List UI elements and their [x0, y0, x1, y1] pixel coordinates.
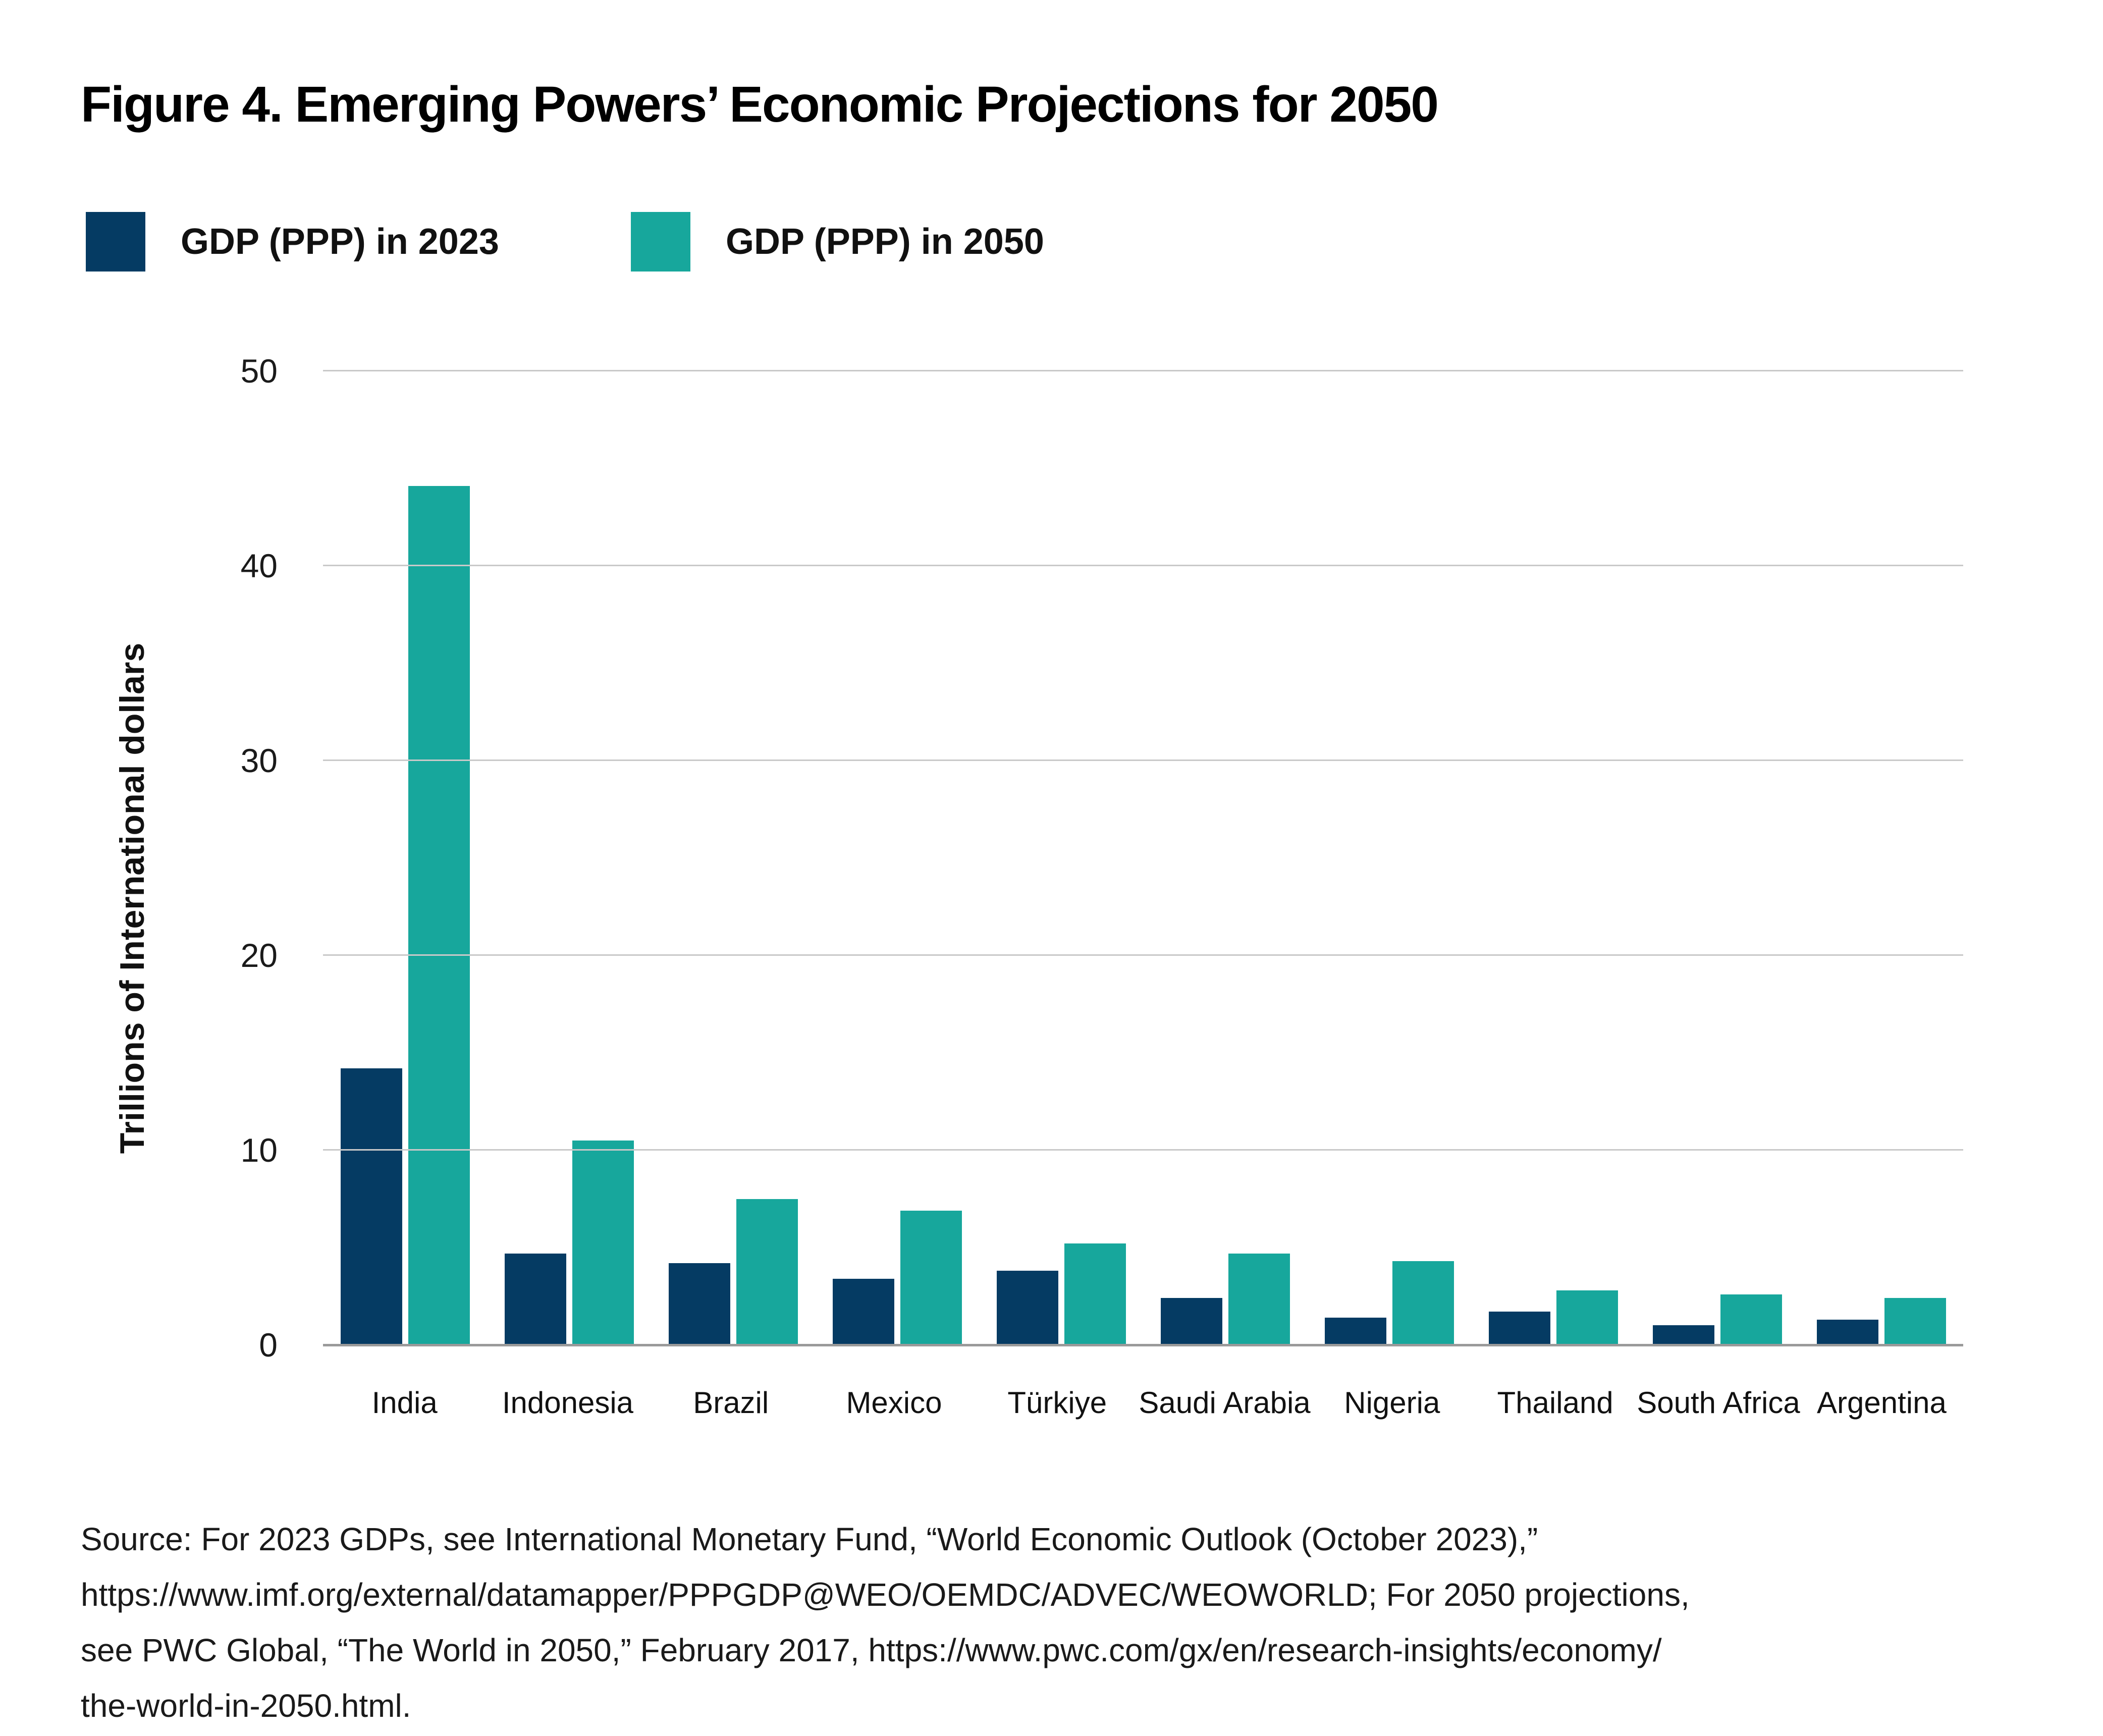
bar-group-brazil: [651, 371, 815, 1345]
bars-container: [323, 371, 1963, 1345]
y-tick-30: 30: [240, 742, 278, 779]
y-axis-title: Trillions of International dollars: [113, 642, 151, 1154]
bar-group-mexico: [815, 371, 979, 1345]
x-axis-baseline: [323, 1344, 1963, 1346]
legend-label-2023: GDP (PPP) in 2023: [181, 222, 499, 262]
plot-area: 50 40 30 20 10 0: [241, 354, 1963, 1362]
bar-group-india: [323, 371, 487, 1345]
bar-group-south-africa: [1635, 371, 1799, 1345]
bar-2050-argentina: [1884, 1298, 1946, 1345]
x-label-south-africa: South Africa: [1637, 1386, 1800, 1420]
bar-group-thailand: [1471, 371, 1635, 1345]
y-tick-40: 40: [240, 547, 278, 584]
gridline-10: [323, 1149, 1963, 1151]
bar-group-saudi-arabia: [1143, 371, 1307, 1345]
source-line-1: Source: For 2023 GDPs, see International…: [81, 1521, 1538, 1557]
bar-2023-t-rkiye: [996, 1271, 1058, 1345]
legend-swatch-2050: [631, 212, 690, 272]
legend-item-2050: GDP (PPP) in 2050: [631, 212, 1044, 272]
bar-2050-thailand: [1556, 1290, 1618, 1345]
bar-2023-saudi-arabia: [1160, 1298, 1222, 1345]
x-label-indonesia: Indonesia: [502, 1386, 634, 1420]
bar-group-argentina: [1799, 371, 1963, 1345]
bar-group-nigeria: [1307, 371, 1471, 1345]
source-line-2: https://www.imf.org/external/datamapper/…: [81, 1577, 1690, 1613]
source-line-4: the-world-in-2050.html.: [81, 1688, 411, 1724]
bar-2023-india: [340, 1068, 402, 1345]
figure-title: Figure 4. Emerging Powers’ Economic Proj…: [81, 76, 1439, 133]
bar-2023-thailand: [1488, 1312, 1550, 1345]
bar-2050-indonesia: [572, 1140, 634, 1345]
gridline-50: [323, 370, 1963, 371]
y-tick-50: 50: [240, 352, 278, 390]
x-label-saudi-arabia: Saudi Arabia: [1139, 1386, 1311, 1420]
bar-2050-brazil: [736, 1199, 798, 1345]
x-axis-labels: India Indonesia Brazil Mexico Türkiye Saudi A…: [323, 1385, 1963, 1420]
y-tick-10: 10: [240, 1131, 278, 1169]
bar-2050-mexico: [900, 1210, 962, 1345]
y-tick-0: 0: [259, 1326, 278, 1364]
bar-group-t-rkiye: [979, 371, 1143, 1345]
bar-2023-nigeria: [1324, 1317, 1386, 1345]
bar-2023-mexico: [832, 1278, 894, 1345]
bar-2050-saudi-arabia: [1228, 1253, 1290, 1345]
x-label-mexico: Mexico: [846, 1386, 942, 1420]
gridline-40: [323, 565, 1963, 566]
bar-2023-brazil: [668, 1263, 730, 1345]
bar-2023-indonesia: [504, 1253, 566, 1345]
bar-2050-t-rkiye: [1064, 1243, 1126, 1345]
x-label-argentina: Argentina: [1816, 1386, 1947, 1420]
legend-label-2050: GDP (PPP) in 2050: [726, 222, 1044, 262]
bar-group-indonesia: [487, 371, 651, 1345]
bar-2050-nigeria: [1392, 1261, 1454, 1345]
x-label-thailand: Thailand: [1497, 1386, 1613, 1420]
legend-item-2023: GDP (PPP) in 2023: [86, 212, 499, 272]
gridline-30: [323, 760, 1963, 761]
source-line-3: see PWC Global, “The World in 2050,” Feb…: [81, 1632, 1662, 1668]
bar-2050-south-africa: [1720, 1294, 1782, 1345]
legend-swatch-2023: [86, 212, 145, 272]
gridline-20: [323, 954, 1963, 956]
bar-2050-india: [408, 485, 470, 1345]
x-label-t-rkiye: Türkiye: [1007, 1386, 1107, 1420]
bar-2023-argentina: [1816, 1319, 1878, 1345]
x-label-india: India: [371, 1386, 438, 1420]
source-note: Source: For 2023 GDPs, see International…: [81, 1511, 2029, 1733]
y-tick-20: 20: [240, 937, 278, 974]
x-label-nigeria: Nigeria: [1344, 1386, 1440, 1420]
bar-2023-south-africa: [1652, 1325, 1714, 1345]
x-label-brazil: Brazil: [693, 1386, 769, 1420]
